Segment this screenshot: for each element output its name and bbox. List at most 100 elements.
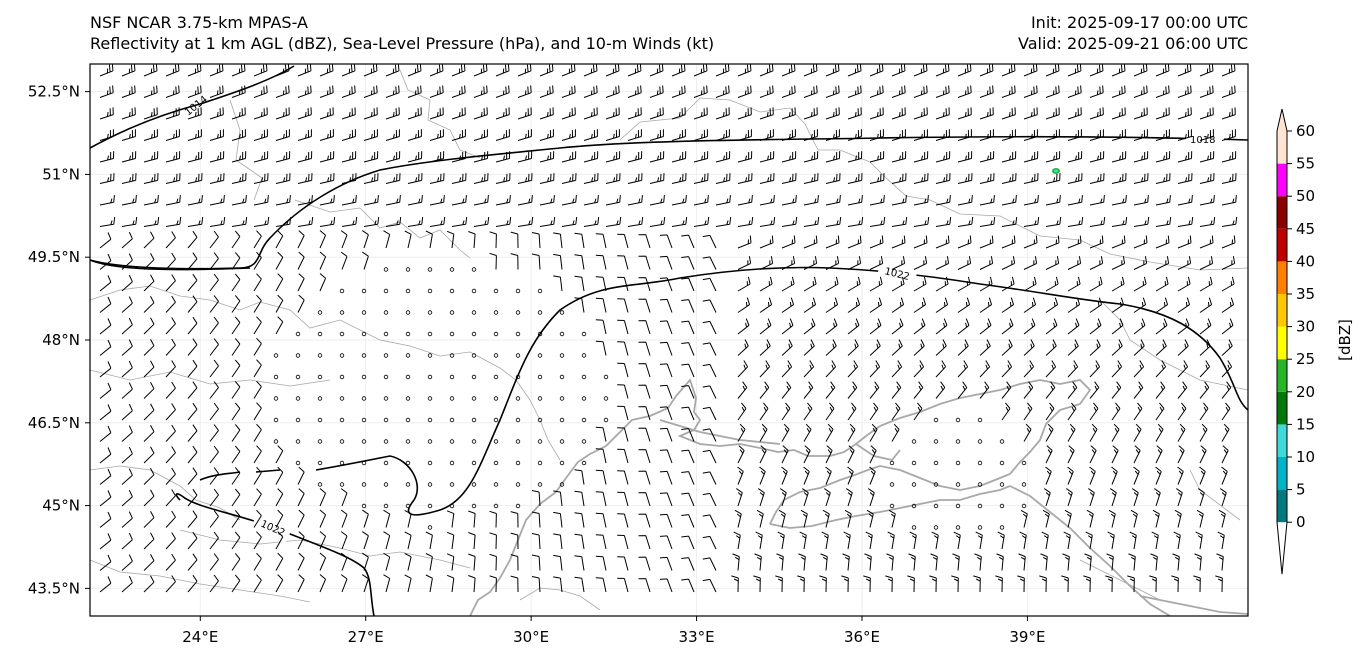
wind-barb <box>385 216 402 227</box>
wind-barb <box>553 253 563 270</box>
wind-barb <box>659 277 673 292</box>
wind-barb <box>841 575 849 593</box>
wind-barb <box>1086 509 1094 528</box>
wind-barb <box>974 553 982 571</box>
wind-barb <box>781 318 794 335</box>
wind-barb <box>1111 466 1118 485</box>
wind-barb <box>1129 531 1137 550</box>
wind-barb <box>693 85 708 98</box>
wind-barb <box>446 531 455 550</box>
colorbar-segment <box>1277 326 1287 360</box>
wind-barb <box>319 552 327 571</box>
wind-barb <box>1199 466 1206 485</box>
wind-barb <box>385 129 400 141</box>
calm-wind-marker <box>889 482 895 487</box>
wind-barb <box>1177 107 1192 120</box>
colorbar-tick-label: 5 <box>1296 481 1306 499</box>
wind-barb <box>913 360 925 378</box>
wind-barb <box>143 339 155 356</box>
wind-barb <box>539 107 554 120</box>
wind-barb <box>275 466 284 485</box>
wind-barb <box>341 195 357 206</box>
wind-barb <box>143 195 159 206</box>
wind-barb <box>638 427 651 442</box>
calm-wind-marker <box>405 439 411 444</box>
calm-wind-marker <box>537 310 543 315</box>
wind-barb <box>275 151 291 163</box>
calm-wind-marker <box>493 439 499 444</box>
wind-barb <box>891 276 905 292</box>
wind-barb <box>319 85 334 98</box>
wind-barb <box>143 403 155 421</box>
calm-wind-marker <box>581 353 587 358</box>
wind-barb <box>1130 509 1138 528</box>
wind-barb <box>1155 423 1164 442</box>
wind-barb <box>341 173 357 184</box>
wind-barb <box>362 251 369 270</box>
wind-barb <box>1199 381 1210 399</box>
calm-wind-marker <box>955 439 961 444</box>
wind-barb <box>1111 256 1126 270</box>
wind-barb <box>99 404 112 421</box>
calm-wind-marker <box>339 417 345 423</box>
wind-barb <box>1045 129 1060 141</box>
wind-barb <box>253 63 268 77</box>
colorbar-segment <box>1277 391 1287 425</box>
calm-wind-marker <box>955 525 961 530</box>
wind-barb <box>231 151 247 163</box>
wind-barb <box>638 320 651 335</box>
wind-barb <box>1067 402 1077 421</box>
wind-barb <box>847 85 862 98</box>
wind-barb <box>759 256 774 270</box>
wind-barb <box>659 513 673 528</box>
wind-barb <box>495 173 511 184</box>
wind-barb <box>803 107 818 120</box>
wind-barb <box>297 531 305 550</box>
calm-wind-marker <box>581 417 587 423</box>
wind-barb <box>1221 256 1236 270</box>
wind-barb <box>99 361 112 378</box>
calm-wind-marker <box>493 460 499 466</box>
calm-wind-marker <box>383 439 389 444</box>
wind-barb <box>553 576 563 593</box>
calm-wind-marker <box>405 288 411 294</box>
wind-barb <box>121 253 133 270</box>
wind-barb <box>781 63 796 77</box>
wind-barb <box>759 423 768 442</box>
wind-barb <box>781 216 798 227</box>
wind-barb <box>825 151 841 163</box>
wind-barb <box>1001 63 1016 77</box>
wind-barb <box>187 359 198 378</box>
wind-barb <box>187 173 203 184</box>
wind-barb <box>209 107 224 120</box>
wind-barb <box>297 63 312 77</box>
wind-barb <box>1155 445 1163 464</box>
wind-barb <box>429 63 444 77</box>
wind-barb <box>913 195 929 206</box>
calm-wind-marker <box>493 417 499 423</box>
wind-barb <box>930 553 938 571</box>
isobar-label: 1018 <box>1190 135 1215 146</box>
wind-barb <box>1045 85 1060 98</box>
calm-wind-marker <box>339 310 345 315</box>
wind-barb <box>825 107 840 120</box>
wind-barb <box>407 216 424 227</box>
wind-barb <box>1108 509 1116 528</box>
wind-barb <box>319 107 334 120</box>
colorbar-tick-label: 15 <box>1296 415 1315 433</box>
wind-barb <box>99 85 114 98</box>
wind-barb <box>595 276 607 292</box>
wind-barb <box>891 297 905 313</box>
wind-barb <box>253 230 262 249</box>
wind-barb <box>583 173 599 184</box>
wind-barb <box>253 273 262 292</box>
wind-barb <box>957 381 968 399</box>
wind-barb <box>759 235 774 249</box>
wind-barb <box>187 381 198 399</box>
wind-barb <box>868 488 875 507</box>
wind-barb <box>1045 256 1060 270</box>
calm-wind-marker <box>405 460 411 466</box>
wind-barb <box>363 151 379 163</box>
wind-barb <box>1067 85 1082 98</box>
wind-barb <box>931 531 939 550</box>
